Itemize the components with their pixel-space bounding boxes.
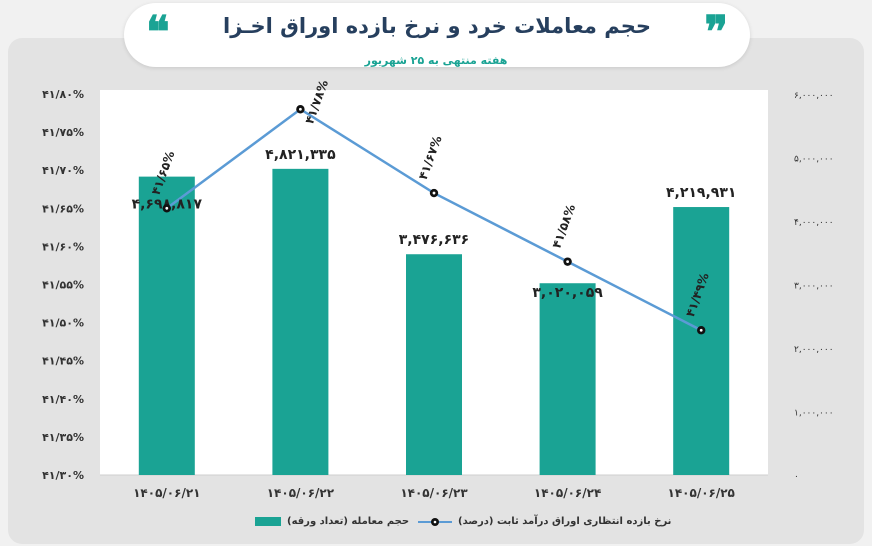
y-left-tick-label: ۴۱/۴۵% [42,355,84,368]
y-right-tick-label: ۵,۰۰۰,۰۰۰ [794,155,834,165]
y-left-tick-label: ۴۱/۳۵% [42,431,84,444]
bar-value-label: ۳,۰۲۰,۰۵۹ [532,285,603,301]
x-tick-label: ۱۴۰۵/۰۶/۲۳ [400,486,468,500]
bar-value-label: ۴,۸۲۱,۳۳۵ [265,147,336,163]
y-right-tick-label: ۴,۰۰۰,۰۰۰ [794,218,834,228]
x-tick-label: ۱۴۰۵/۰۶/۲۵ [668,486,735,500]
chart-subtitle: هفته منتهی به ۲۵ شهریور [364,54,508,67]
quote-left-icon: ❝ [146,7,170,58]
y-left-tick-label: ۴۱/۵۵% [42,279,84,292]
y-left-tick-label: ۴۱/۳۰% [42,469,84,482]
quote-right-icon: ❞ [704,7,728,58]
line-point-center [165,206,169,210]
x-tick-label: ۱۴۰۵/۰۶/۲۴ [534,486,601,500]
x-tick-label: ۱۴۰۵/۰۶/۲۱ [133,486,200,500]
y-right-tick-label: ۶,۰۰۰,۰۰۰ [794,91,834,101]
legend-line-swatch [418,517,452,526]
bar [272,168,329,476]
line-point-center [299,107,302,111]
line-point-center [566,260,569,264]
y-right-tick-label: ۳,۰۰۰,۰۰۰ [794,282,834,292]
bar [673,207,730,476]
bar-value-label: ۴,۲۱۹,۹۳۱ [666,185,736,201]
y-right-tick-label: ۲,۰۰۰,۰۰۰ [794,345,834,355]
bar [138,176,195,475]
bar [539,283,596,475]
y-left-tick-label: ۴۱/۶۰% [42,240,84,253]
chart-title: حجم معاملات خرد و نرخ بازده اوراق اخـزا [223,14,651,38]
legend-line-label: نرخ بازده انتظاری اوراق درآمد ثابت (درصد… [458,516,672,527]
y-right-tick-label: ۱,۰۰۰,۰۰۰ [794,409,834,419]
y-left-tick-label: ۴۱/۴۰% [42,393,84,406]
legend-bar-entry: حجم معامله (تعداد ورقه) [255,516,409,527]
bar [406,254,462,475]
y-left-tick-label: ۴۱/۷۰% [42,164,84,177]
bar-value-label: ۳,۴۷۶,۶۳۶ [399,232,469,248]
line-point-center [432,191,436,195]
y-left-tick-label: ۴۱/۷۵% [42,126,84,139]
legend-line-entry: نرخ بازده انتظاری اوراق درآمد ثابت (درصد… [418,516,671,527]
y-left-tick-label: ۴۱/۶۵% [42,202,84,215]
legend-bar-label: حجم معامله (تعداد ورقه) [287,516,410,527]
x-tick-label: ۱۴۰۵/۰۶/۲۲ [267,486,335,500]
legend-bar-swatch [255,517,281,526]
y-left-tick-label: ۴۱/۸۰% [42,88,84,101]
y-right-tick-label: ۰ [794,472,799,482]
line-point-center [699,328,703,332]
y-left-tick-label: ۴۱/۵۰% [42,317,84,330]
title-banner: ❞ حجم معاملات خرد و نرخ بازده اوراق اخـز… [124,3,750,67]
